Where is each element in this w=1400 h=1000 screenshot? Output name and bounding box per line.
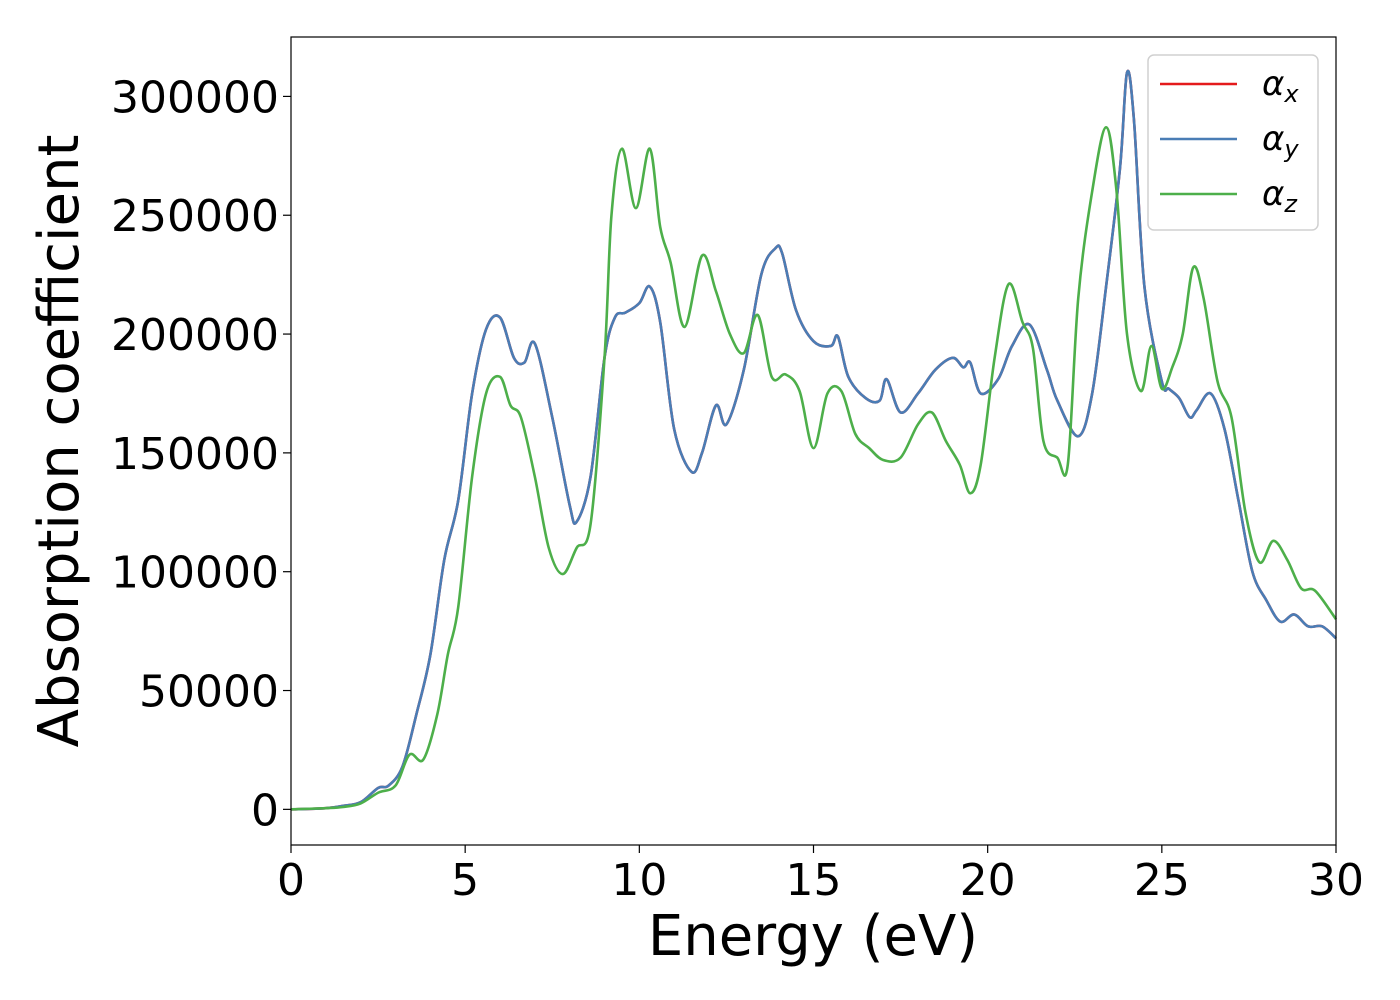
x-tick-label: 0: [277, 855, 305, 906]
series-line-z: [290, 126, 1338, 811]
series-line-y: [290, 69, 1337, 811]
y-axis: 0 50000 100000 150000 200000 250000 300000: [111, 72, 291, 836]
legend: αx αy αz: [1147, 54, 1319, 231]
legend-label-x: αx: [1262, 64, 1299, 108]
legend-label-z: αz: [1262, 174, 1298, 218]
y-tick-label: 300000: [111, 72, 279, 123]
legend-label-y: αy: [1262, 119, 1299, 163]
legend-box: [1147, 54, 1319, 231]
x-axis: 0 5 10 15 20 25 30: [277, 845, 1364, 906]
y-tick-label: 150000: [111, 429, 279, 480]
y-tick-label: 200000: [111, 310, 279, 361]
x-axis-label: Energy (eV): [648, 904, 978, 969]
x-tick-label: 10: [611, 855, 667, 906]
x-tick-label: 30: [1308, 855, 1364, 906]
x-tick-label: 15: [786, 855, 842, 906]
y-tick-label: 100000: [111, 548, 279, 599]
x-tick-label: 20: [960, 855, 1016, 906]
y-tick-label: 250000: [111, 191, 279, 242]
y-axis-label: Absorption coefficient: [27, 135, 92, 748]
series-lines: [290, 69, 1338, 811]
y-tick-label: 50000: [139, 667, 279, 718]
y-tick-label: 0: [251, 785, 279, 836]
x-tick-label: 5: [451, 855, 479, 906]
x-tick-label: 25: [1134, 855, 1190, 906]
